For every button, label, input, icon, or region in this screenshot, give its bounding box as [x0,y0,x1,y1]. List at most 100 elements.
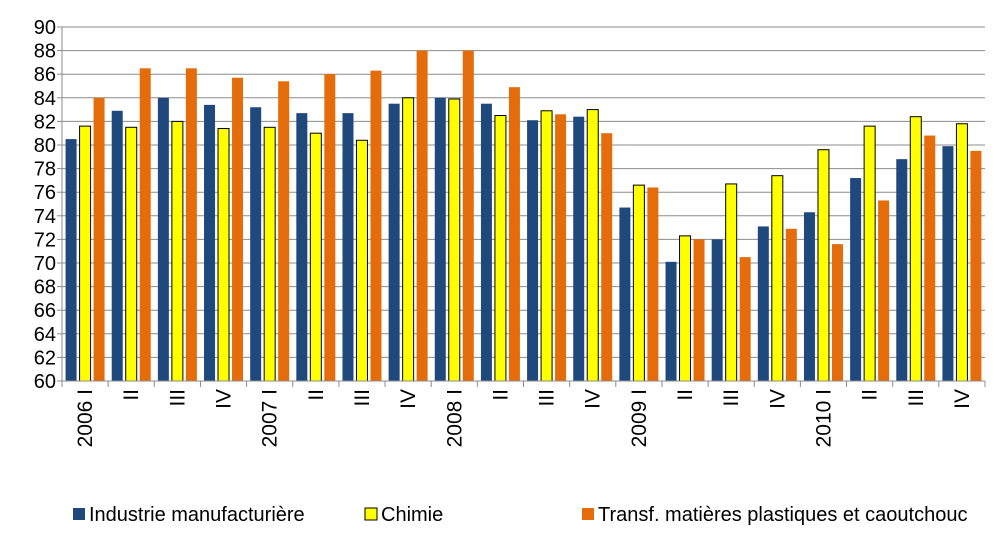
bar-series-1-cat-12 [632,184,645,382]
y-tick-label: 62 [34,347,56,369]
x-tick-label: IV [213,389,236,409]
bar-series-0-cat-7 [388,103,400,381]
x-tick-label: II [859,389,882,401]
x-tick-label: 2010 I [812,389,835,447]
x-tick-label: III [166,389,189,407]
bar-series-1-cat-9 [494,115,507,382]
x-tick-label: 2008 I [443,389,466,447]
y-tick-label: 68 [34,277,56,299]
bar-series-0-cat-14 [711,239,723,381]
y-tick-label: 72 [34,229,56,251]
bar-series-0-cat-19 [942,146,954,381]
bar-series-1-cat-0 [79,125,92,382]
bar-series-0-cat-16 [803,212,815,381]
bar-series-2-cat-10 [555,114,567,381]
bar-series-1-cat-8 [448,98,461,382]
bar-series-1-cat-19 [955,123,968,382]
bar-series-0-cat-9 [480,103,492,381]
bar-series-2-cat-0 [93,97,105,382]
x-tick-label: IV [582,389,605,409]
bar-series-2-cat-5 [324,74,336,381]
y-tick-label: 76 [34,182,56,204]
x-tick-label: III [720,389,743,407]
x-tick-label: II [120,389,143,401]
gridlines [62,26,985,358]
bar-series-2-cat-3 [232,77,244,382]
bar-series-2-cat-14 [739,257,751,381]
x-tick-label: IV [951,389,974,409]
x-tick-label: 2007 I [259,389,282,447]
bar-series-0-cat-10 [527,120,539,381]
y-tick-label: 60 [34,371,56,393]
x-tick-label: II [674,389,697,401]
bar-series-0-cat-13 [665,261,677,381]
y-tick-label: 70 [34,253,56,275]
legend-label-2: Transf. matières plastiques et caoutchou… [598,504,967,526]
bar-series-0-cat-4 [250,107,262,382]
bar-series-0-cat-0 [65,139,77,381]
bar-series-2-cat-7 [416,50,428,381]
bar-series-1-cat-11 [586,109,599,382]
y-tick-label: 64 [34,324,56,346]
x-tick-label: 2006 I [74,389,97,447]
y-tick-label: 86 [34,64,56,86]
bar-series-0-cat-6 [342,113,354,381]
x-tick-label: II [489,389,512,401]
bar-series-1-cat-7 [402,97,415,382]
bar-series-1-cat-3 [217,127,230,382]
bar-series-1-cat-10 [540,110,553,382]
x-tick-label: III [905,389,928,407]
x-axis-ticks: 2006 I II III IV 2007 I II III IV 2008 I II III IV 2… [61,381,986,447]
bar-series-2-cat-1 [139,68,151,382]
bar-series-2-cat-18 [924,135,936,381]
bar-series-1-cat-14 [725,183,738,382]
bar-series-2-cat-2 [185,68,197,382]
bar-series-1-cat-15 [771,175,784,382]
bar-series-0-cat-11 [573,116,585,382]
y-tick-label: 78 [34,159,56,181]
x-tick-label: 2009 I [628,389,651,447]
legend-label-1: Chimie [381,504,443,526]
bar-series-1-cat-2 [171,120,184,382]
bar-series-1-cat-16 [817,149,830,382]
bar-series-2-cat-12 [647,187,659,381]
bar-series-2-cat-8 [462,50,474,381]
bar-series-2-cat-17 [878,200,890,381]
bar-series-0-cat-1 [111,110,123,381]
bars [65,50,982,382]
y-tick-label: 82 [34,111,56,133]
bar-series-1-cat-5 [309,132,322,382]
bar-series-2-cat-16 [831,244,843,381]
bar-series-0-cat-17 [850,178,862,381]
bar-series-1-cat-6 [355,139,368,382]
x-tick-label: III [351,389,374,407]
x-tick-label: III [536,389,559,407]
bar-series-2-cat-19 [970,150,982,381]
legend: Industrie manufacturière Chimie Transf. ma… [73,504,967,526]
bar-series-0-cat-12 [619,207,631,381]
bar-series-2-cat-9 [508,87,520,382]
y-tick-label: 66 [34,300,56,322]
bar-series-0-cat-15 [757,226,769,381]
bar-series-1-cat-13 [679,235,692,382]
legend-swatch-0 [73,508,85,520]
y-tick-label: 74 [34,206,56,228]
bar-series-0-cat-5 [296,113,308,381]
bar-series-1-cat-4 [263,126,276,382]
y-tick-label: 90 [34,17,56,39]
x-tick-label: II [305,389,328,401]
y-tick-label: 88 [34,41,56,63]
bar-series-2-cat-11 [601,133,613,381]
x-tick-label: IV [397,389,420,409]
bar-series-0-cat-8 [434,97,446,382]
bar-series-0-cat-3 [204,104,216,381]
bar-series-1-cat-17 [863,125,876,382]
bar-series-0-cat-18 [896,159,908,381]
bar-series-2-cat-15 [785,228,797,381]
legend-label-0: Industrie manufacturière [89,504,305,526]
y-tick-label: 84 [34,88,56,110]
bar-series-0-cat-2 [157,97,169,382]
bar-series-2-cat-13 [693,239,705,381]
